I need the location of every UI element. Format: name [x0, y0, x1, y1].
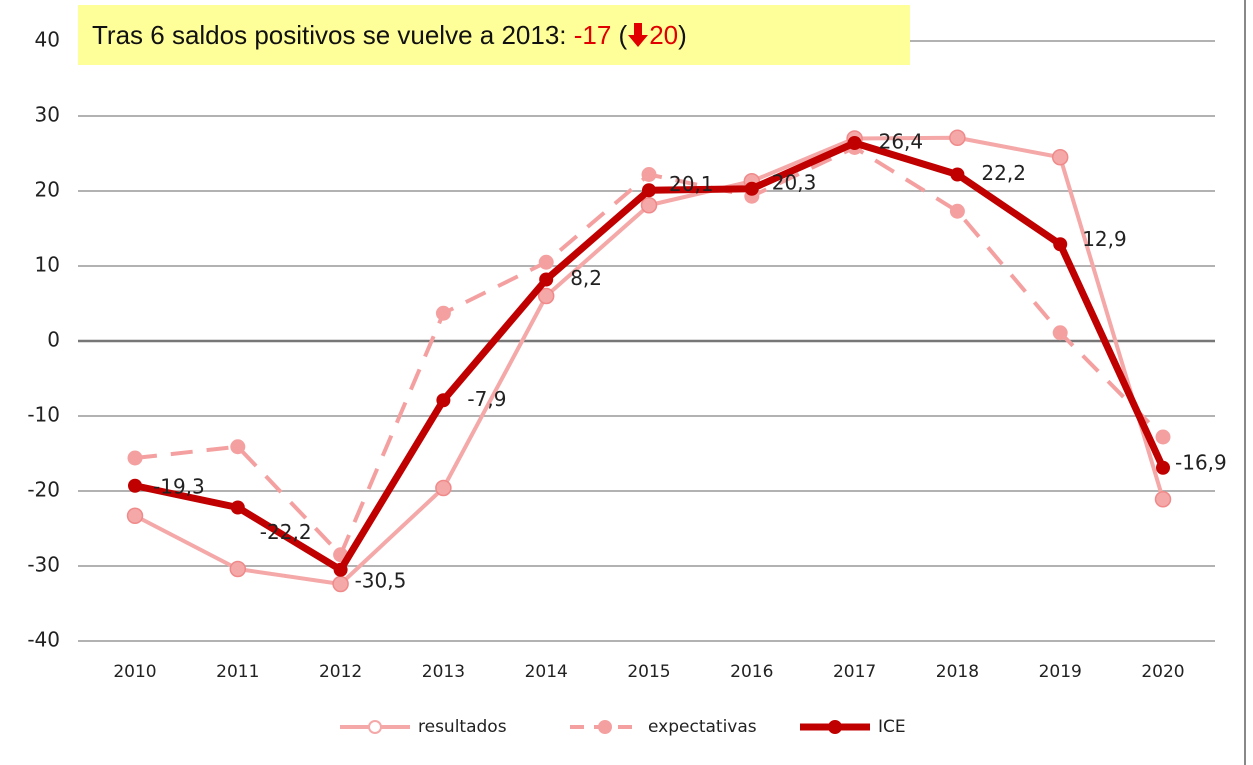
point — [332, 575, 349, 593]
annotation-banner: Tras 6 saldos positivos se vuelve a 2013… — [78, 5, 910, 65]
legend-marker — [368, 720, 382, 734]
point — [229, 560, 247, 578]
point — [847, 136, 862, 150]
point — [1053, 237, 1068, 252]
y-tick-label: 20 — [35, 178, 60, 202]
point — [436, 393, 451, 408]
x-tick-label: 2013 — [422, 662, 465, 682]
data-label: -22,2 — [260, 520, 312, 544]
x-tick-label: 2015 — [627, 662, 670, 682]
x-tick-label: 2010 — [113, 662, 156, 682]
banner-text: ) — [678, 20, 687, 50]
data-label: 8,2 — [570, 266, 602, 290]
x-tick-label: 2016 — [730, 662, 773, 682]
data-label: -19,3 — [153, 474, 205, 498]
y-tick-label: 40 — [35, 28, 60, 52]
x-tick-label: 2012 — [319, 662, 362, 682]
point — [128, 478, 142, 493]
x-tick-label: 2014 — [525, 662, 568, 682]
data-label: 12,9 — [1082, 227, 1127, 251]
banner-text: Tras 6 saldos positivos se vuelve a 2013… — [92, 20, 574, 50]
y-tick-label: 0 — [47, 328, 60, 352]
point — [538, 254, 554, 270]
data-label: -7,9 — [467, 387, 506, 411]
data-label: 26,4 — [879, 130, 924, 154]
down-arrow-icon — [628, 23, 649, 47]
data-label: 20,3 — [772, 170, 817, 194]
point — [949, 203, 965, 219]
banner-value: -17 — [573, 20, 612, 50]
data-label: -30,5 — [355, 568, 407, 592]
point — [333, 562, 348, 577]
point — [126, 507, 144, 524]
x-tick-label: 2019 — [1039, 662, 1082, 682]
y-tick-label: -20 — [27, 478, 60, 502]
y-tick-label: 10 — [35, 253, 60, 277]
banner-text: ( — [611, 20, 628, 50]
point — [1051, 149, 1069, 166]
y-tick-label: -10 — [27, 403, 60, 427]
point — [1156, 460, 1170, 475]
y-tick-label: 30 — [35, 103, 60, 127]
x-tick-label: 2017 — [833, 662, 876, 682]
legend-label: resultados — [418, 717, 507, 737]
x-tick-label: 2011 — [216, 662, 259, 682]
point — [230, 500, 245, 515]
point — [744, 181, 759, 196]
point — [435, 479, 452, 497]
banner-value: 20 — [649, 20, 679, 50]
point — [537, 287, 555, 305]
point — [641, 167, 657, 182]
point — [127, 450, 143, 466]
point — [230, 439, 246, 455]
data-label: 20,1 — [669, 172, 714, 196]
point — [1154, 491, 1172, 508]
data-label: 22,2 — [981, 161, 1026, 185]
point — [949, 129, 966, 146]
point — [435, 305, 451, 321]
legend-marker — [828, 720, 842, 734]
x-tick-label: 2020 — [1141, 662, 1184, 682]
point — [1052, 325, 1068, 341]
point — [539, 272, 554, 287]
point — [640, 197, 658, 214]
y-tick-label: -40 — [27, 628, 60, 652]
y-tick-label: -30 — [27, 553, 60, 577]
legend: resultados expectativas ICE — [340, 717, 906, 737]
x-tick-label: 2018 — [936, 662, 979, 682]
legend-label: expectativas — [648, 717, 757, 737]
legend-marker — [598, 720, 612, 734]
point — [642, 183, 656, 198]
point — [1155, 429, 1171, 445]
data-label: -16,9 — [1175, 450, 1227, 474]
legend-label: ICE — [878, 717, 906, 737]
point — [950, 167, 965, 182]
